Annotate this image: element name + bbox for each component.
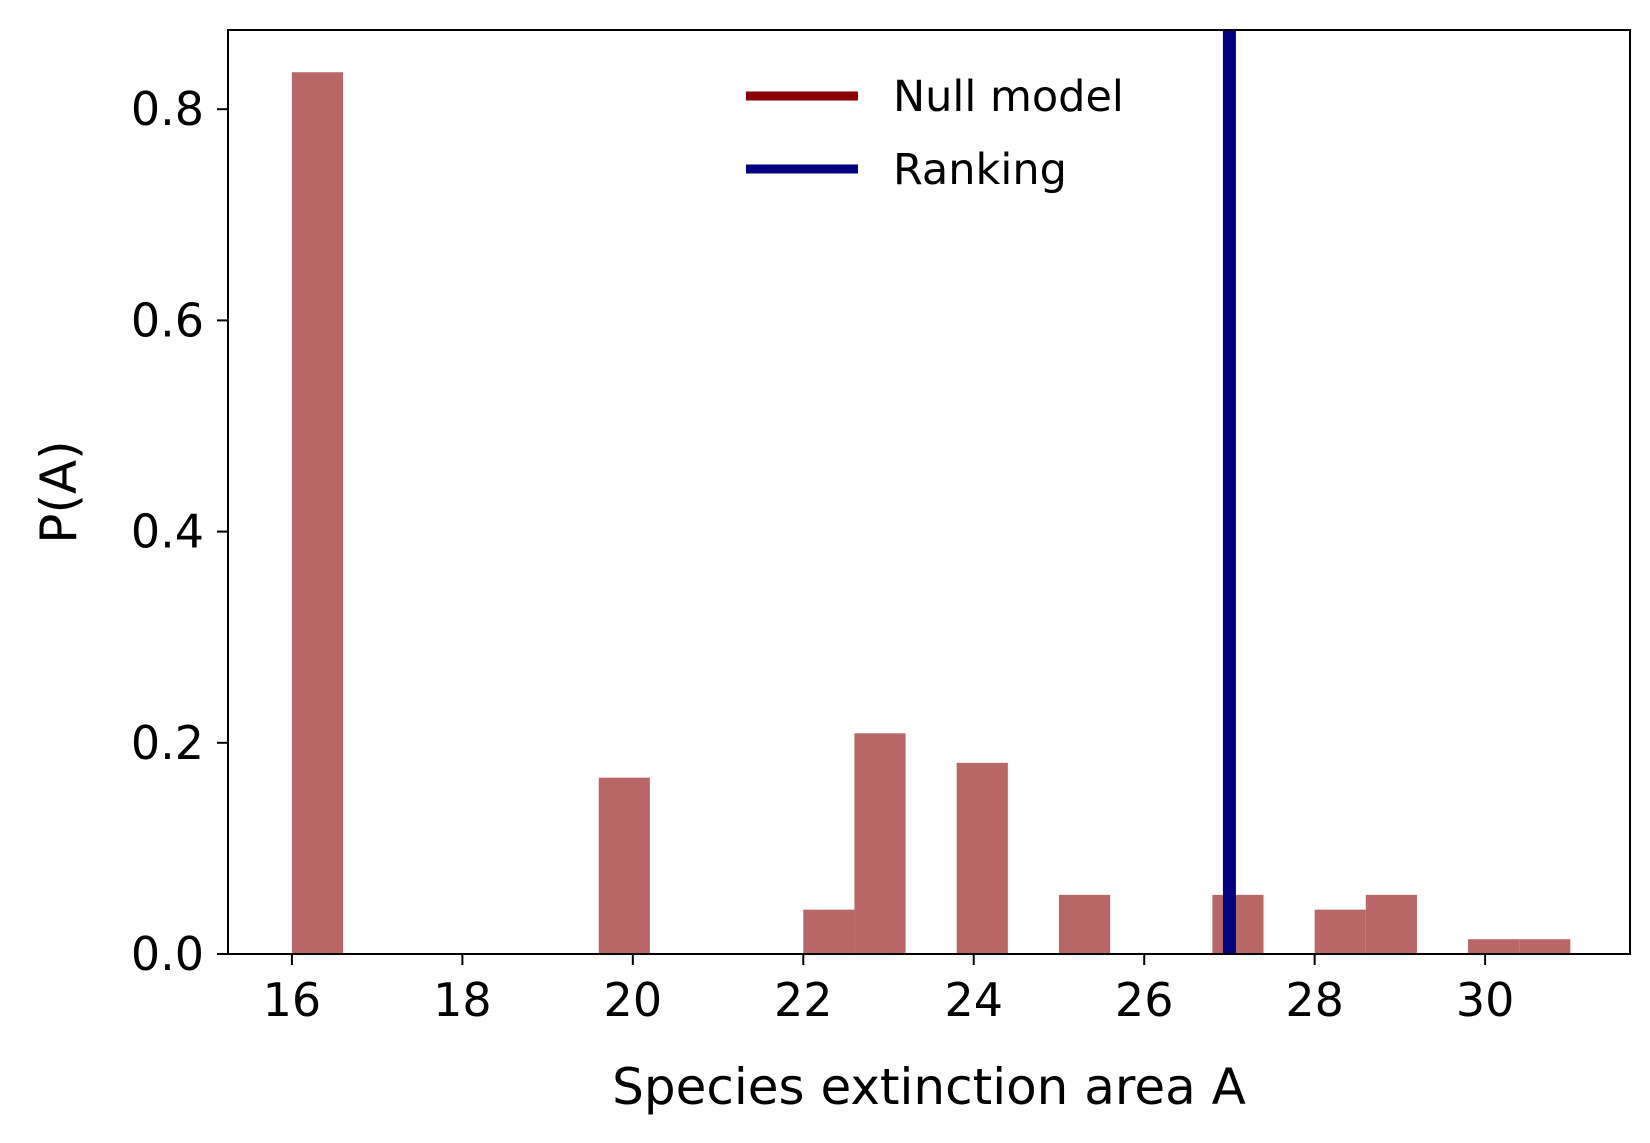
histogram-bar-9 (1468, 939, 1520, 954)
histogram-bar-7 (1314, 909, 1366, 954)
x-tick-label: 22 (774, 973, 833, 1027)
x-tick-label: 20 (604, 973, 663, 1027)
histogram-bar-2 (803, 909, 855, 954)
y-axis-label: P(A) (30, 440, 88, 543)
histogram-bar-0 (291, 72, 344, 955)
y-tick-label: 0.8 (131, 82, 204, 136)
x-tick-label: 24 (944, 973, 1003, 1027)
histogram-bars (291, 72, 1571, 955)
legend: Null model Ranking (746, 72, 1124, 195)
x-tick-label: 30 (1456, 973, 1515, 1027)
y-tick-label: 0.4 (131, 505, 204, 559)
x-axis-ticks: 16 18 20 22 24 26 28 30 (263, 954, 1515, 1027)
legend-label: Null model (893, 72, 1124, 122)
x-tick-label: 28 (1285, 973, 1344, 1027)
histogram-bar-1 (598, 777, 650, 954)
histogram-bar-3 (854, 733, 906, 954)
histogram-bar-10 (1519, 939, 1571, 954)
x-tick-label: 16 (263, 973, 322, 1027)
y-tick-label: 0.2 (131, 716, 204, 770)
x-axis-label: Species extinction area A (612, 1058, 1246, 1116)
x-tick-label: 26 (1115, 973, 1174, 1027)
x-tick-label: 18 (433, 973, 492, 1027)
histogram-bar-8 (1365, 894, 1417, 954)
y-tick-label: 0.6 (131, 293, 204, 347)
y-axis-ticks: 0.0 0.2 0.4 0.6 0.8 (131, 82, 228, 981)
histogram-bar-5 (1058, 894, 1111, 954)
histogram-bar-4 (956, 762, 1008, 954)
legend-label: Ranking (893, 145, 1067, 195)
plot-frame (227, 29, 1631, 955)
y-tick-label: 0.0 (131, 927, 204, 981)
histogram-bar-6 (1212, 894, 1264, 954)
